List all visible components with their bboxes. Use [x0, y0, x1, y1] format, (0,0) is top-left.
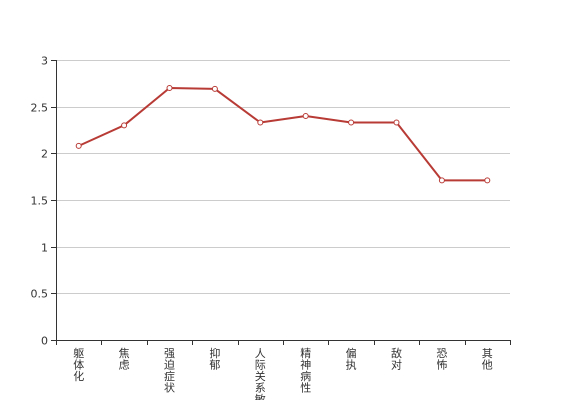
data-point [211, 85, 218, 92]
data-point [121, 122, 128, 129]
grid-lines [56, 60, 510, 294]
y-tick-label: 3 [41, 55, 48, 68]
data-point [348, 119, 355, 126]
data-point [166, 85, 173, 91]
y-tick-label: 2 [41, 148, 48, 161]
y-tick-label: 1.5 [31, 195, 49, 208]
data-point [393, 119, 400, 126]
y-tick-label: 0.5 [31, 288, 49, 301]
x-tick-label: 敌对 [391, 346, 402, 372]
x-tick-label: 强迫症状 [164, 347, 175, 395]
x-tick-label: 恐怖 [436, 347, 447, 372]
data-point [257, 119, 264, 126]
data-point [438, 177, 445, 184]
x-tick-labels: 躯体化 焦虑 强迫症状 抑郁 人际关系敏 精神病性 偏执 敌对 恐怖 其他 [73, 346, 493, 400]
data-point [484, 177, 491, 184]
data-point [302, 113, 309, 119]
y-tick-label: 1 [41, 242, 48, 255]
data-series [75, 85, 491, 184]
x-tick-label: 偏执 [346, 346, 357, 372]
data-point [75, 142, 82, 149]
x-tick-label: 其他 [482, 347, 493, 372]
y-tick-label: 2.5 [31, 102, 49, 115]
series-line [78, 87, 488, 182]
x-tick-label: 躯体化 [73, 347, 84, 383]
axes [51, 60, 511, 345]
y-tick-label: 0 [41, 335, 48, 348]
x-tick-label: 精神病性 [300, 347, 311, 395]
x-tick-label: 抑郁 [209, 346, 220, 372]
x-tick-label: 焦虑 [119, 347, 130, 372]
y-tick-labels: 0 0.5 1 1.5 2 2.5 3 [31, 55, 49, 348]
x-tick-label: 人际关系敏 [255, 347, 266, 400]
